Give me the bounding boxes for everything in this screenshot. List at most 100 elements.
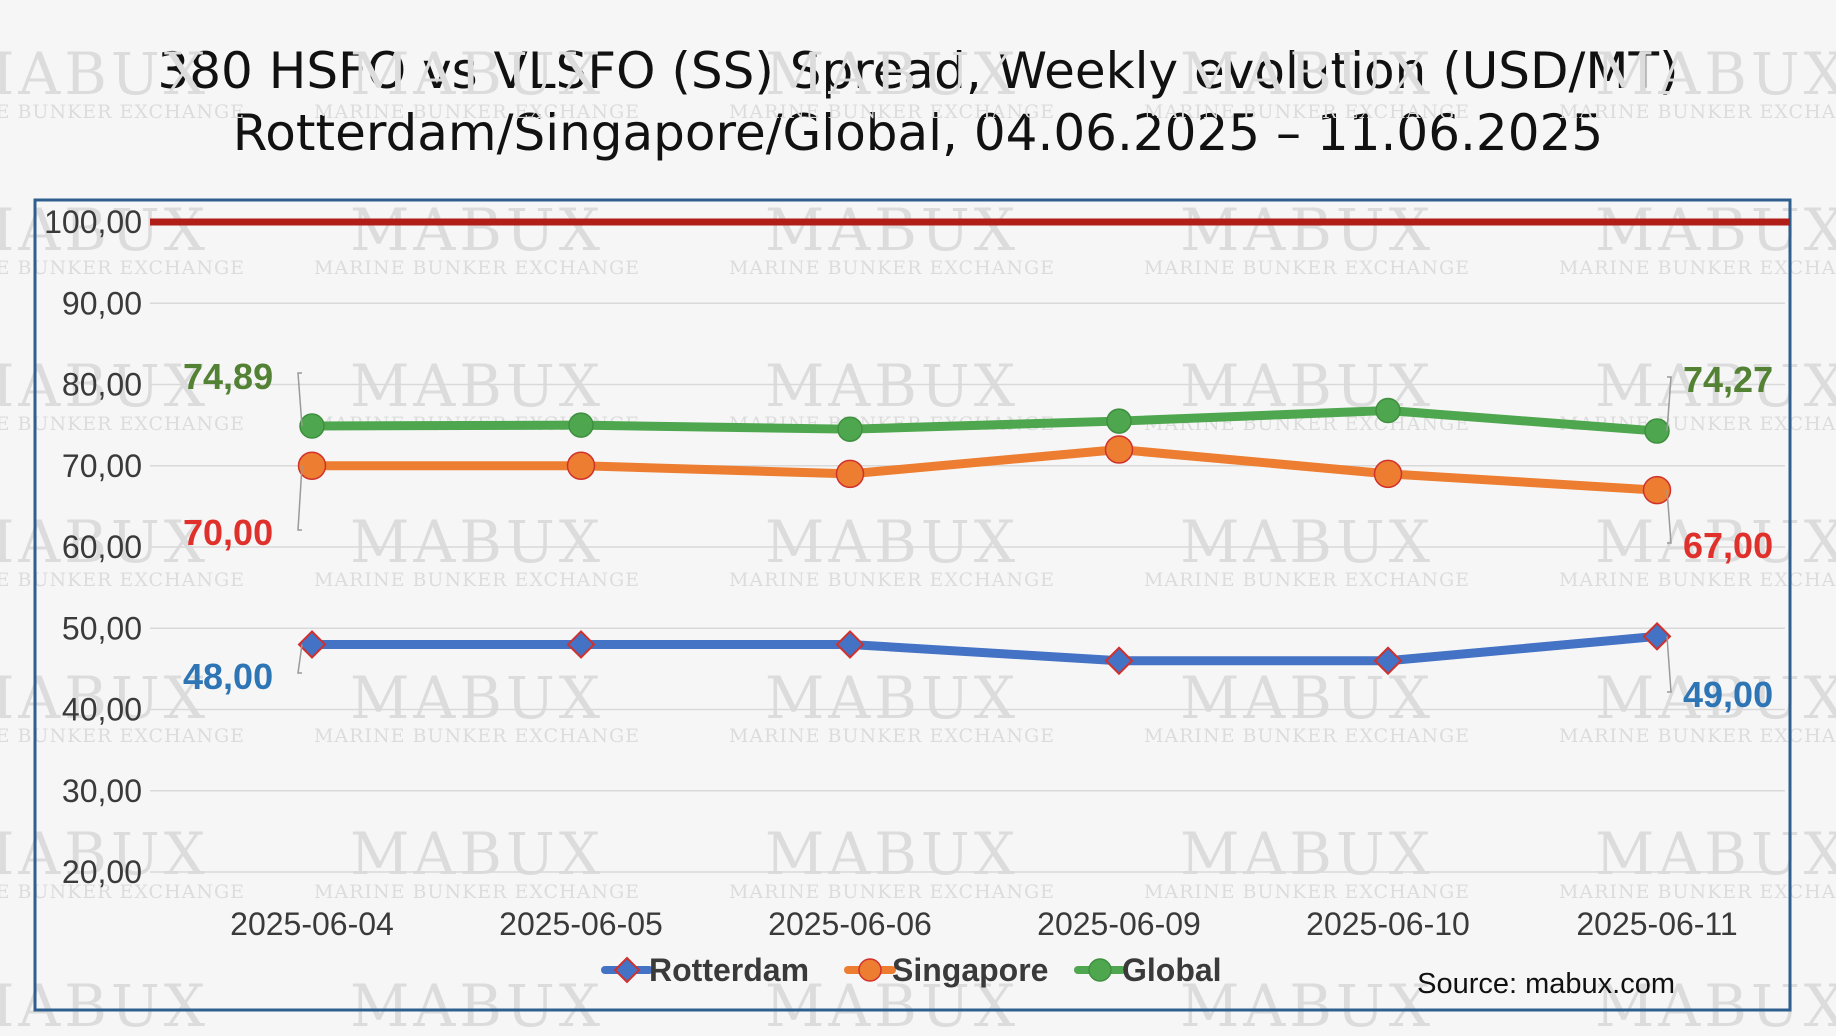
rotterdam-first-leader	[297, 644, 303, 674]
watermark-tagline: MARINE BUNKER EXCHANGE	[1144, 1033, 1470, 1036]
rotterdam-first-label: 48,00	[183, 656, 273, 697]
watermark-brand: MABUX	[0, 40, 209, 108]
watermark-tagline: MARINE BUNKER EXCHANGE	[729, 725, 1055, 747]
watermark-tagline: MARINE BUNKER EXCHANGE	[314, 1033, 640, 1036]
singapore-last-label: 67,00	[1683, 525, 1773, 566]
y-tick-label: 90,00	[62, 285, 142, 321]
rotterdam-point	[835, 630, 865, 659]
y-tick-label: 50,00	[62, 610, 142, 646]
rotterdam-last-label: 49,00	[1683, 674, 1773, 715]
y-tick-label: 70,00	[62, 448, 142, 484]
y-tick-label: 20,00	[62, 854, 142, 890]
series-layer	[297, 397, 1672, 676]
y-tick-label: 80,00	[62, 367, 142, 403]
watermark-brand: MABUX	[1595, 664, 1836, 732]
watermark-brand: MABUX	[350, 664, 604, 732]
watermark-tagline: MARINE BUNKER EXCHANGE	[1559, 1033, 1836, 1036]
y-axis: 20,00 30,00 40,00 50,00 60,00 70,00 80,00 90,00…	[44, 204, 142, 890]
watermark-brand: MABUX	[1595, 40, 1836, 108]
singapore-legend-marker	[858, 958, 882, 982]
watermark-tagline: MARINE BUNKER EXCHANGE	[0, 1033, 245, 1036]
watermark-brand: MABUX	[1180, 972, 1434, 1036]
watermark-brand: MABUX	[1180, 196, 1434, 264]
global-point	[1644, 418, 1670, 444]
source-note: Source: mabux.com	[1417, 968, 1675, 1000]
singapore-first-leader	[297, 465, 303, 531]
global-legend-label: Global	[1122, 952, 1222, 988]
global-point	[1375, 397, 1401, 424]
singapore-point	[1642, 475, 1672, 505]
watermark-tagline: MARINE BUNKER EXCHANGE	[0, 413, 245, 435]
watermark-brand: MABUX	[1180, 40, 1434, 108]
global-first-label: 74,89	[183, 356, 273, 397]
chart-title-block: 380 HSFO vs VLSFO (SS) Spread, Weekly ev…	[0, 40, 1836, 164]
global-point	[299, 413, 325, 439]
x-tick-label: 2025-06-05	[499, 906, 663, 942]
singapore-point	[1373, 459, 1403, 489]
watermark-tagline: MARINE BUNKER EXCHANGE	[729, 881, 1055, 903]
watermark-tagline: MARINE BUNKER EXCHANGE	[1144, 569, 1470, 591]
watermark-brand: MABUX	[1180, 508, 1434, 576]
rotterdam-legend-marker	[613, 956, 641, 984]
watermark-tagline: MARINE BUNKER EXCHANGE	[1559, 257, 1836, 279]
global-series-line	[307, 406, 1662, 436]
watermark-brand: MABUX	[1595, 820, 1836, 888]
watermark-brand: MABUX	[765, 972, 1019, 1036]
rotterdam-point	[1373, 646, 1403, 676]
watermark-tagline: MARINE BUNKER EXCHANGE	[729, 1033, 1055, 1036]
watermark-tagline: MARINE BUNKER EXCHANGE	[1559, 725, 1836, 747]
watermark-tagline: MARINE BUNKER EXCHANGE	[729, 569, 1055, 591]
watermark-tagline: MARINE BUNKER EXCHANGE	[314, 101, 640, 123]
chart-frame	[33, 198, 1792, 1012]
rotterdam-series-line	[307, 631, 1662, 666]
global-last-leader	[1666, 376, 1672, 432]
data-label-layer: 48,00 49,00 70,00 67,00 74,89 74,27	[183, 356, 1773, 715]
watermark-tagline: MARINE BUNKER EXCHANGE	[1144, 881, 1470, 903]
watermark-tagline: MARINE BUNKER EXCHANGE	[314, 257, 640, 279]
singapore-point	[566, 451, 596, 480]
watermark-brand: MABUX	[765, 820, 1019, 888]
x-tick-label: 2025-06-11	[1576, 906, 1737, 942]
watermark-tagline: MARINE BUNKER EXCHANGE	[729, 257, 1055, 279]
x-tick-label: 2025-06-10	[1306, 906, 1470, 942]
watermark-brand: MABUX	[0, 972, 209, 1036]
rotterdam-point	[1104, 646, 1134, 676]
global-point	[1106, 408, 1132, 434]
global-point	[837, 416, 863, 442]
watermark-tagline: MARINE BUNKER EXCHANGE	[1559, 881, 1836, 903]
legend: Rotterdam Singapore Global	[601, 952, 1222, 988]
watermark-tagline: MARINE BUNKER EXCHANGE	[1144, 725, 1470, 747]
watermark-tagline: MARINE BUNKER EXCHANGE	[1144, 257, 1470, 279]
watermark-tagline: MARINE BUNKER EXCHANGE	[729, 101, 1055, 123]
x-axis: 2025-06-04 2025-06-05 2025-06-06 2025-06-09…	[230, 906, 1738, 942]
y-tick-label: 40,00	[62, 692, 142, 728]
rotterdam-point	[566, 630, 596, 659]
gridlines	[150, 302, 1785, 873]
watermark-brand: MABUX	[350, 820, 604, 888]
chart-subtitle: Rotterdam/Singapore/Global, 04.06.2025 –…	[232, 104, 1604, 162]
singapore-point	[1104, 435, 1134, 464]
x-tick-label: 2025-06-04	[230, 906, 394, 942]
watermark-tagline: MARINE BUNKER EXCHANGE	[0, 257, 245, 279]
singapore-first-label: 70,00	[183, 512, 273, 553]
watermark-tagline: MARINE BUNKER EXCHANGE	[314, 725, 640, 747]
y-tick-label: 60,00	[62, 529, 142, 565]
watermark-brand: MABUX	[350, 972, 604, 1036]
watermark-tagline: MARINE BUNKER EXCHANGE	[0, 101, 245, 123]
watermark-brand: MABUX	[350, 352, 604, 420]
y-tick-label: 30,00	[62, 773, 142, 809]
chart-title: 380 HSFO vs VLSFO (SS) Spread, Weekly ev…	[157, 42, 1679, 100]
watermark-tagline: MARINE BUNKER EXCHANGE	[314, 881, 640, 903]
watermark-brand: MABUX	[1595, 352, 1836, 420]
x-tick-label: 2025-06-09	[1037, 906, 1201, 942]
watermark-brand: MABUX	[1595, 972, 1836, 1036]
watermark-brand: MABUX	[350, 40, 604, 108]
rotterdam-point	[1642, 621, 1672, 651]
singapore-series-line	[307, 445, 1662, 495]
watermark-tagline: MARINE BUNKER EXCHANGE	[1559, 101, 1836, 123]
global-point	[568, 412, 594, 438]
watermark-brand: MABUX	[1595, 508, 1836, 576]
